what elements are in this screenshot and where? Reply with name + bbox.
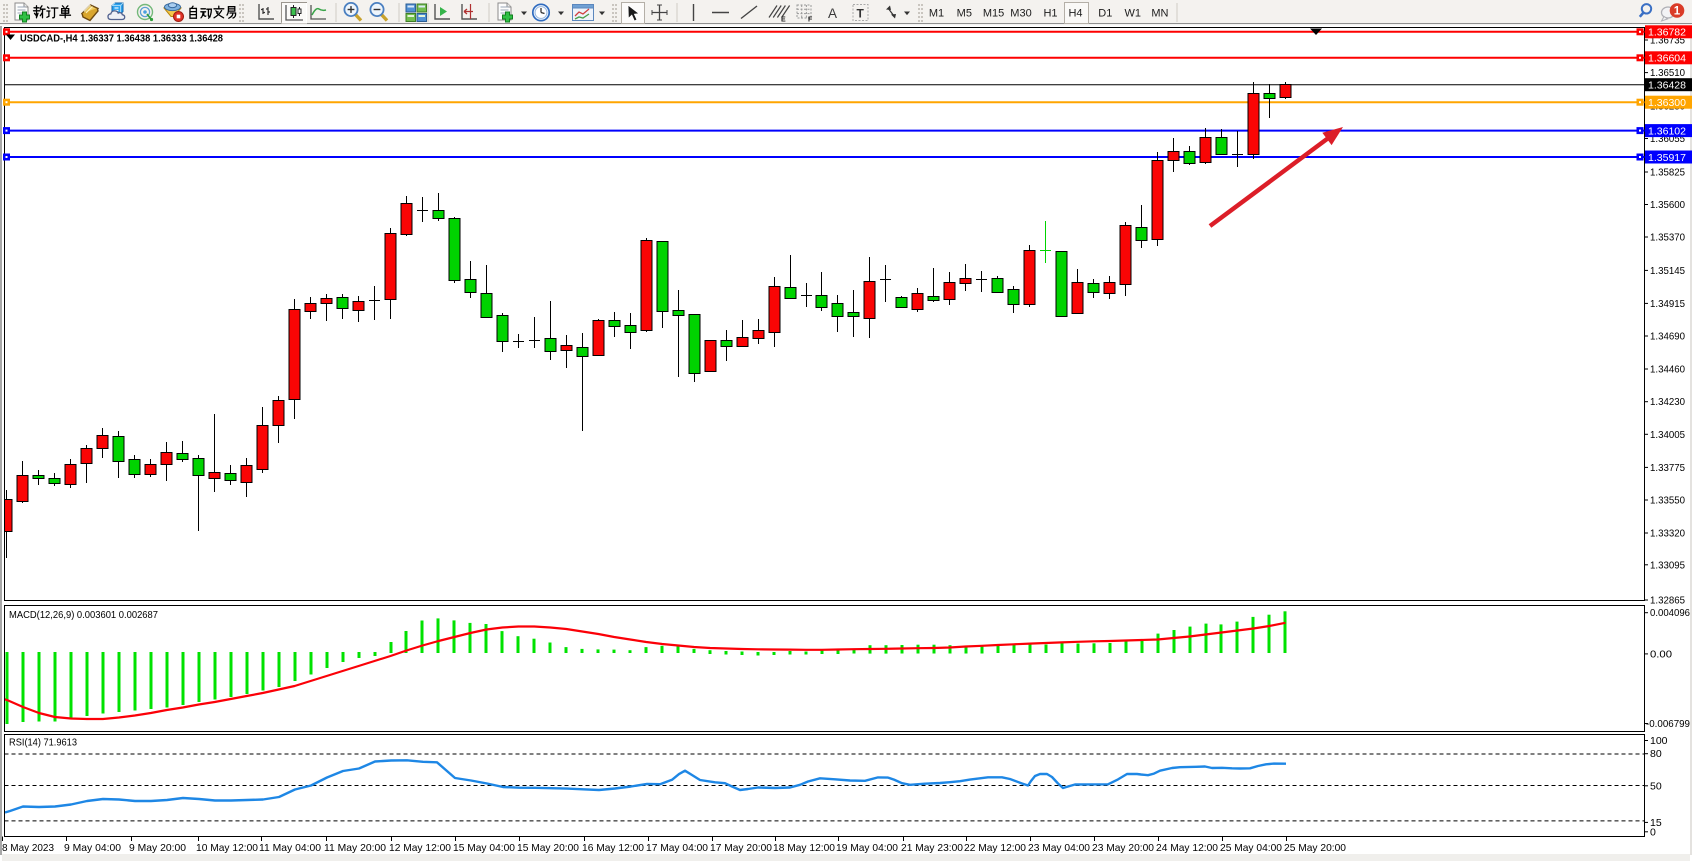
svg-text:-0.006799: -0.006799	[1646, 718, 1690, 730]
svg-text:1.35370: 1.35370	[1650, 232, 1685, 244]
svg-text:9 May 20:00: 9 May 20:00	[129, 842, 186, 854]
svg-text:1.34690: 1.34690	[1650, 331, 1685, 343]
svg-text:H1: H1	[1043, 8, 1057, 20]
svg-text:17 May 04:00: 17 May 04:00	[646, 842, 708, 854]
svg-text:15: 15	[1650, 817, 1662, 829]
svg-text:80: 80	[1650, 748, 1662, 760]
svg-text:1.33095: 1.33095	[1650, 559, 1685, 571]
svg-text:T: T	[857, 7, 865, 21]
svg-text:USDCAD-,H4 1.36337 1.36438 1.: USDCAD-,H4 1.36337 1.36438 1.36333 1.364…	[20, 33, 223, 45]
svg-text:24 May 12:00: 24 May 12:00	[1156, 842, 1218, 854]
svg-text:1.33550: 1.33550	[1650, 495, 1685, 507]
svg-text:16 May 12:00: 16 May 12:00	[582, 842, 644, 854]
svg-text:1.36102: 1.36102	[1648, 125, 1686, 137]
svg-text:10 May 12:00: 10 May 12:00	[196, 842, 258, 854]
svg-text:RSI(14) 71.9613: RSI(14) 71.9613	[9, 737, 77, 749]
svg-text:11 May 20:00: 11 May 20:00	[324, 842, 386, 854]
svg-text:M15: M15	[983, 8, 1004, 20]
svg-text:1.32865: 1.32865	[1650, 595, 1685, 607]
svg-text:M5: M5	[957, 8, 972, 20]
svg-text:11 May 04:00: 11 May 04:00	[259, 842, 321, 854]
svg-text:MACD(12,26,9) 0.003601 0.00268: MACD(12,26,9) 0.003601 0.002687	[9, 609, 158, 621]
svg-text:23 May 20:00: 23 May 20:00	[1092, 842, 1154, 854]
svg-text:F: F	[808, 17, 813, 24]
svg-text:18 May 12:00: 18 May 12:00	[773, 842, 835, 854]
svg-text:100: 100	[1650, 735, 1668, 747]
svg-text:H4: H4	[1068, 8, 1082, 20]
svg-text:9 May 04:00: 9 May 04:00	[64, 842, 121, 854]
svg-text:1.36300: 1.36300	[1648, 97, 1686, 109]
svg-text:22 May 12:00: 22 May 12:00	[964, 842, 1026, 854]
svg-text:1.36604: 1.36604	[1648, 53, 1686, 65]
svg-text:A: A	[828, 6, 837, 21]
svg-text:15 May 04:00: 15 May 04:00	[453, 842, 515, 854]
svg-text:1.34005: 1.34005	[1650, 429, 1685, 441]
svg-text:50: 50	[1650, 780, 1662, 792]
svg-text:23 May 04:00: 23 May 04:00	[1028, 842, 1090, 854]
svg-text:0: 0	[1650, 826, 1656, 838]
svg-text:MN: MN	[1151, 8, 1168, 20]
svg-text:M1: M1	[929, 8, 944, 20]
svg-text:E: E	[781, 17, 786, 24]
svg-text:19 May 04:00: 19 May 04:00	[836, 842, 898, 854]
svg-text:1.35600: 1.35600	[1650, 199, 1685, 211]
svg-text:1.34460: 1.34460	[1650, 364, 1685, 376]
svg-text:0.004096: 0.004096	[1650, 607, 1690, 619]
svg-text:1.34230: 1.34230	[1650, 396, 1685, 408]
svg-text:0.00: 0.00	[1650, 648, 1672, 660]
svg-text:1.35917: 1.35917	[1648, 152, 1686, 164]
svg-text:M30: M30	[1010, 8, 1031, 20]
svg-text:15 May 20:00: 15 May 20:00	[517, 842, 579, 854]
svg-text:W1: W1	[1124, 8, 1141, 20]
svg-text:25 May 20:00: 25 May 20:00	[1284, 842, 1346, 854]
svg-text:1.34915: 1.34915	[1650, 298, 1685, 310]
svg-text:1.36510: 1.36510	[1650, 67, 1685, 79]
svg-text:8 May 2023: 8 May 2023	[2, 842, 54, 854]
svg-text:1.33320: 1.33320	[1650, 528, 1685, 540]
svg-text:1: 1	[1674, 6, 1681, 18]
svg-text:1.35145: 1.35145	[1650, 265, 1685, 277]
svg-text:1.33775: 1.33775	[1650, 462, 1685, 474]
svg-text:12 May 12:00: 12 May 12:00	[389, 842, 451, 854]
svg-text:21 May 23:00: 21 May 23:00	[901, 842, 963, 854]
svg-text:1.35825: 1.35825	[1650, 167, 1685, 179]
svg-text:25 May 04:00: 25 May 04:00	[1220, 842, 1282, 854]
svg-text:1.36428: 1.36428	[1648, 80, 1686, 92]
svg-text:D1: D1	[1098, 8, 1112, 20]
svg-text:1.36782: 1.36782	[1648, 27, 1686, 39]
svg-text:17 May 20:00: 17 May 20:00	[710, 842, 772, 854]
